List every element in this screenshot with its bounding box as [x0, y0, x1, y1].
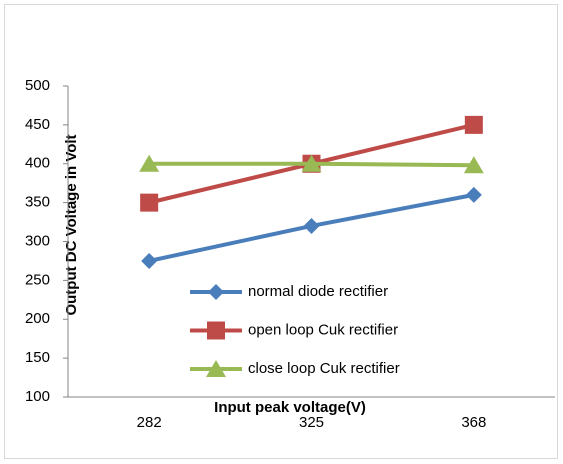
data-point — [464, 115, 483, 134]
data-point — [141, 252, 158, 269]
legend-marker — [207, 321, 225, 340]
data-point — [139, 154, 160, 172]
legend-label: close loop Cuk rectifier — [248, 360, 400, 377]
y-tick-label: 350 — [25, 194, 50, 211]
legend-marker — [208, 284, 224, 300]
y-tick-label: 450 — [25, 116, 50, 133]
x-axis-title: Input peak voltage(V) — [214, 399, 366, 416]
y-tick-label: 150 — [25, 349, 50, 366]
y-tick-label: 200 — [25, 310, 50, 327]
data-point — [463, 156, 484, 174]
y-tick-label: 400 — [25, 155, 50, 172]
y-tick-label: 300 — [25, 232, 50, 249]
legend-label: normal diode rectifier — [248, 283, 388, 300]
x-tick-label: 368 — [461, 414, 486, 431]
data-point — [140, 193, 159, 212]
legend-label: open loop Cuk rectifier — [248, 321, 398, 338]
x-tick-label: 325 — [299, 414, 324, 431]
data-point — [465, 186, 482, 203]
data-point — [301, 154, 322, 172]
data-point — [303, 217, 320, 234]
legend-marker — [206, 360, 226, 377]
y-tick-label: 250 — [25, 271, 50, 288]
y-tick-label: 100 — [25, 388, 50, 405]
x-tick-label: 282 — [137, 414, 162, 431]
y-axis-title: Output DC Voltage in Volt — [63, 134, 80, 315]
y-tick-label: 500 — [25, 77, 50, 94]
